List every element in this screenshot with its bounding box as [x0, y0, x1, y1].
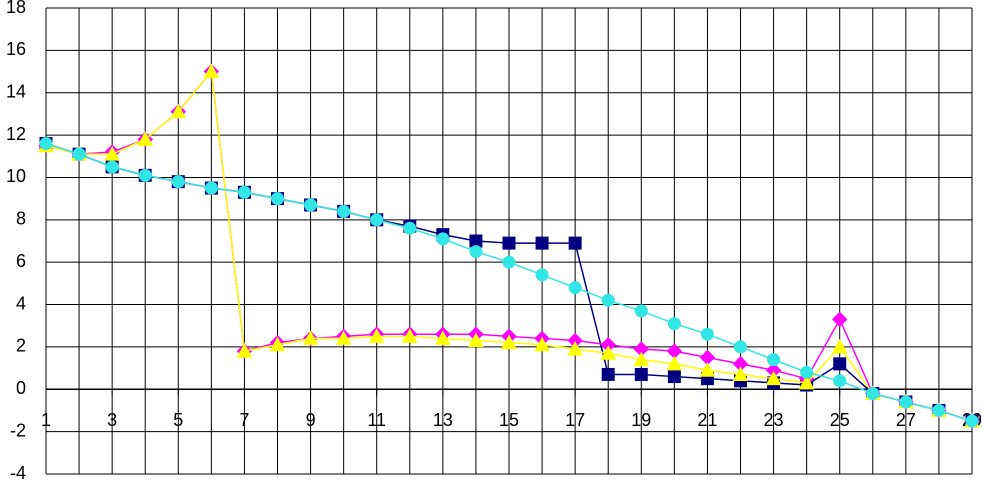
marker [203, 63, 220, 79]
marker [800, 365, 814, 379]
x-tick-label: 11 [367, 410, 386, 430]
marker [39, 137, 53, 151]
marker [899, 395, 913, 409]
x-tick-label: 17 [565, 410, 585, 430]
marker [304, 198, 318, 212]
marker [302, 330, 319, 345]
x-tick-label: 15 [499, 410, 519, 430]
x-tick-label: 1 [41, 410, 51, 430]
marker [236, 343, 253, 358]
marker [866, 387, 880, 401]
y-tick-label: 6 [16, 251, 26, 271]
marker [204, 181, 218, 195]
marker [932, 403, 946, 417]
marker [832, 311, 848, 328]
marker [370, 213, 384, 227]
y-tick-label: 0 [16, 378, 26, 398]
y-tick-label: 16 [6, 39, 26, 59]
y-tick-label: 4 [16, 293, 26, 313]
marker [700, 327, 714, 341]
marker [667, 317, 681, 331]
marker [734, 340, 747, 354]
x-tick-label: 9 [306, 410, 316, 430]
marker [502, 255, 516, 269]
marker [767, 353, 781, 367]
marker [601, 367, 615, 381]
marker [601, 293, 615, 307]
marker [534, 336, 550, 352]
marker [502, 236, 516, 250]
marker [831, 338, 848, 354]
marker [765, 370, 782, 386]
x-tick-label: 27 [896, 410, 916, 430]
x-tick-label: 3 [107, 410, 117, 430]
marker [72, 147, 86, 161]
marker [170, 103, 187, 119]
marker [634, 367, 648, 381]
marker [567, 340, 583, 356]
y-tick-label: -2 [10, 420, 26, 440]
marker [436, 232, 450, 246]
marker [337, 204, 351, 218]
marker [833, 357, 847, 371]
marker [732, 366, 749, 381]
marker [833, 374, 847, 388]
marker [568, 281, 582, 295]
y-tick-label: 12 [6, 124, 26, 144]
marker [435, 330, 451, 345]
y-tick-label: 8 [16, 209, 26, 229]
marker [137, 131, 154, 146]
x-tick-label: 21 [697, 410, 717, 430]
y-tick-label: 2 [16, 336, 26, 356]
marker [171, 175, 185, 189]
x-tick-label: 13 [433, 410, 453, 430]
marker [237, 185, 251, 199]
marker [666, 355, 683, 371]
y-tick-label: -4 [10, 463, 26, 483]
marker [104, 146, 120, 161]
marker [105, 160, 119, 174]
marker [965, 414, 979, 428]
marker [600, 345, 617, 360]
x-tick-label: 25 [830, 410, 850, 430]
marker [667, 370, 681, 384]
marker [368, 328, 385, 343]
marker [798, 374, 815, 390]
marker [403, 221, 417, 235]
marker [535, 236, 549, 250]
y-tick-label: 10 [6, 166, 26, 186]
marker [469, 245, 483, 259]
marker [501, 334, 517, 350]
marker [633, 351, 650, 367]
marker [699, 362, 716, 377]
y-tick-label: 14 [6, 81, 26, 101]
marker [468, 332, 484, 348]
marker [568, 236, 582, 250]
x-tick-label: 5 [173, 410, 183, 430]
x-tick-label: 23 [764, 410, 784, 430]
marker [535, 268, 549, 282]
marker [269, 336, 286, 352]
marker [335, 330, 352, 345]
marker [401, 328, 418, 343]
marker [634, 304, 648, 318]
marker [271, 192, 284, 206]
x-tick-label: 19 [631, 410, 651, 430]
x-tick-label: 7 [239, 410, 249, 430]
y-tick-label: 18 [6, 0, 26, 17]
marker [138, 168, 152, 182]
